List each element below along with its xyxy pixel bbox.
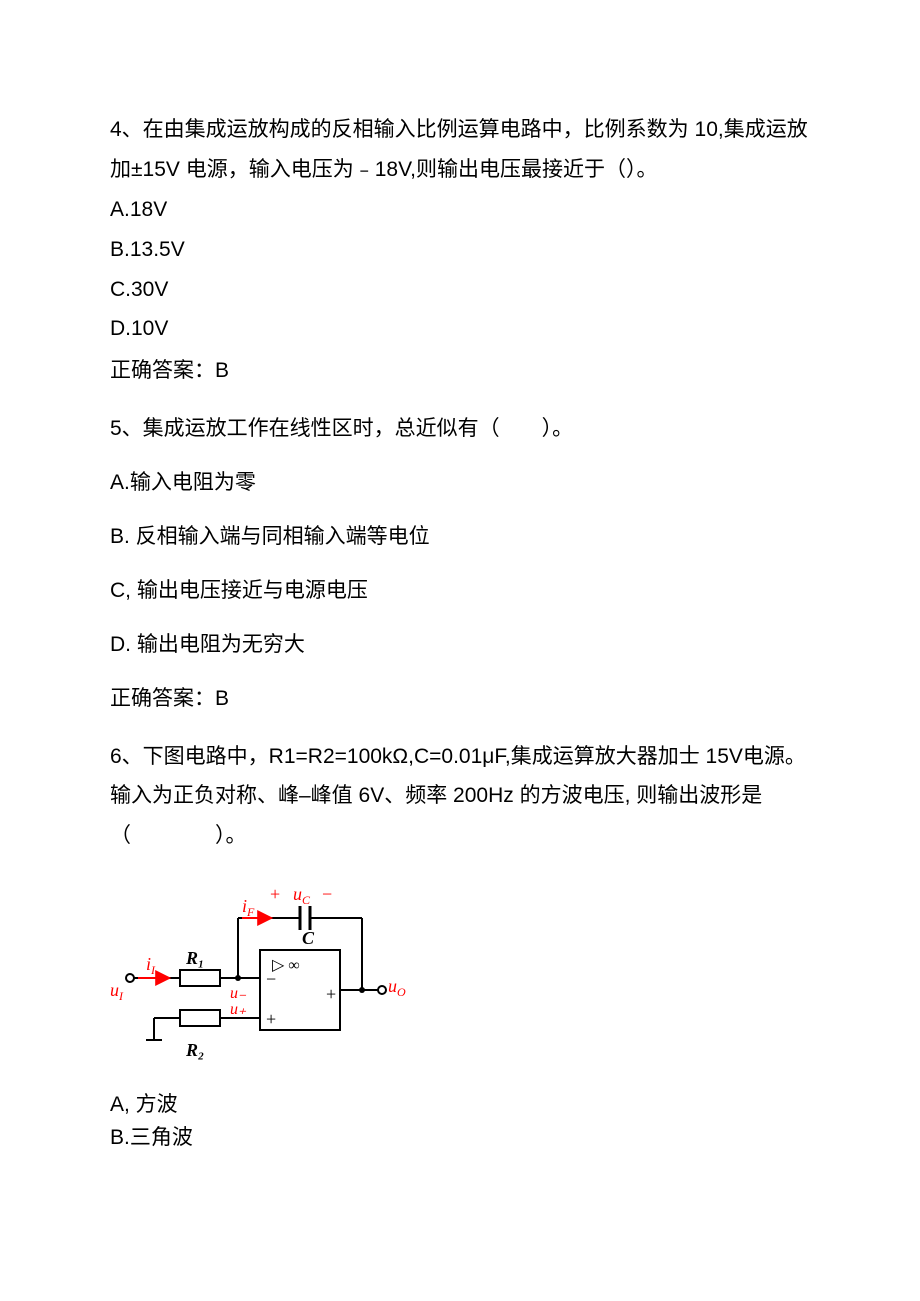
- uplus-label: u₊: [230, 1001, 247, 1018]
- q4-stem: 4、在由集成运放构成的反相输入比例运算电路中，比例系数为 10,集成运放加±15…: [110, 110, 810, 190]
- uo-terminal: [378, 986, 386, 994]
- i1-label: iI: [146, 954, 156, 977]
- q6-stem: 6、下图电路中，R1=R2=100kΩ,C=0.01μF,集成运算放大器加士 1…: [110, 737, 810, 857]
- q5-option-b: B. 反相输入端与同相输入端等电位: [110, 517, 810, 557]
- opamp-plus: +: [266, 1009, 276, 1029]
- q4-option-d: D.10V: [110, 309, 810, 349]
- uc-plus: +: [270, 884, 280, 904]
- uc-minus: −: [322, 884, 332, 904]
- R1-label: R₁: [185, 948, 204, 968]
- ui-label: uI: [110, 980, 124, 1003]
- q4-option-c: C.30V: [110, 270, 810, 310]
- q5-option-c: C, 输出电压接近与电源电压: [110, 571, 810, 611]
- q5-answer: 正确答案：B: [110, 679, 810, 719]
- q6-option-a: A, 方波: [110, 1089, 810, 1122]
- q5-option-d: D. 输出电阻为无穷大: [110, 625, 810, 665]
- R2-rect: [180, 1010, 220, 1026]
- question-6: 6、下图电路中，R1=R2=100kΩ,C=0.01μF,集成运算放大器加士 1…: [110, 737, 810, 1155]
- q6-figure: ▷ ∞ − + + uO C + uC − iF: [110, 880, 410, 1085]
- R2-label: R₂: [185, 1040, 204, 1060]
- if-label: iF: [242, 896, 255, 919]
- q6-option-b: B.三角波: [110, 1122, 810, 1155]
- q4-answer: 正确答案：B: [110, 351, 810, 391]
- question-5: 5、集成运放工作在线性区时，总近似有（ ）。 A.输入电阻为零 B. 反相输入端…: [110, 409, 810, 718]
- opamp-infinity: ▷ ∞: [272, 957, 300, 974]
- ui-terminal: [126, 974, 134, 982]
- q4-option-a: A.18V: [110, 190, 810, 230]
- q5-stem: 5、集成运放工作在线性区时，总近似有（ ）。: [110, 409, 810, 449]
- R1-rect: [180, 970, 220, 986]
- uc-label: uC: [293, 884, 311, 907]
- q5-option-a: A.输入电阻为零: [110, 463, 810, 503]
- cap-C-label: C: [302, 928, 315, 948]
- uminus-label: u₋: [230, 985, 247, 1002]
- q5-options: A.输入电阻为零 B. 反相输入端与同相输入端等电位 C, 输出电压接近与电源电…: [110, 463, 810, 665]
- q6-options: A, 方波 B.三角波: [110, 1089, 810, 1154]
- q4-options: A.18V B.13.5V C.30V D.10V: [110, 190, 810, 350]
- opamp-out-plus: +: [326, 984, 336, 1004]
- q4-option-b: B.13.5V: [110, 230, 810, 270]
- opamp-minus: −: [266, 969, 276, 989]
- uo-label: uO: [388, 976, 406, 999]
- question-4: 4、在由集成运放构成的反相输入比例运算电路中，比例系数为 10,集成运放加±15…: [110, 110, 810, 391]
